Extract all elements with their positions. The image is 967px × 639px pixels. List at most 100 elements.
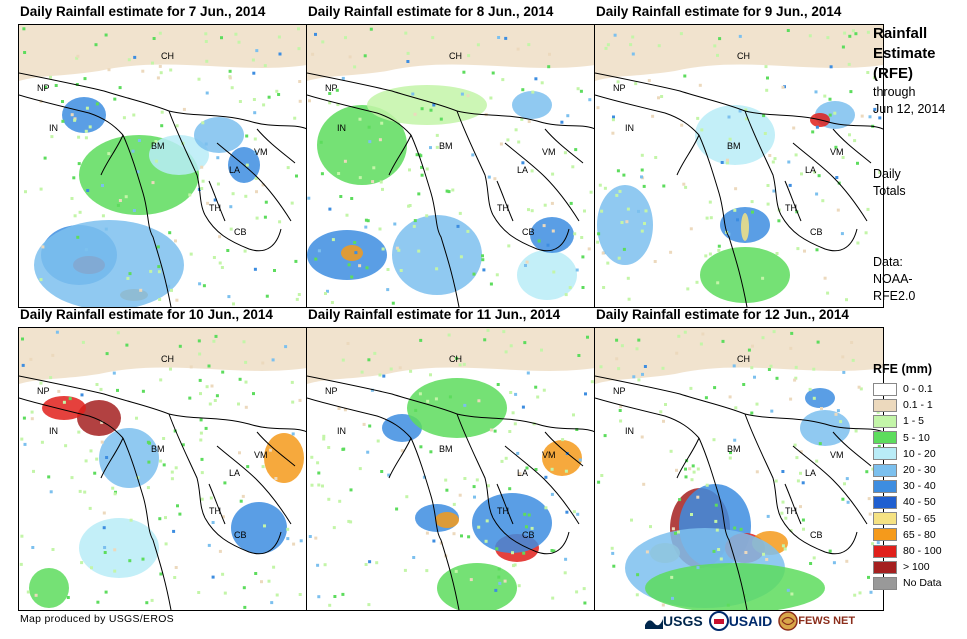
rainfall-pixel <box>397 248 401 252</box>
rainfall-pixel <box>213 198 217 202</box>
rainfall-pixel <box>41 245 45 249</box>
rainfall-pixel <box>211 521 215 524</box>
rainfall-pixel <box>669 449 673 453</box>
rainfall-pixel <box>509 391 513 394</box>
country-label-vm: VM <box>542 450 556 460</box>
rainfall-pixel <box>580 236 584 239</box>
rainfall-pixel <box>291 432 295 436</box>
rainfall-pixel <box>200 457 204 461</box>
rainfall-pixel <box>487 175 491 179</box>
rainfall-pixel <box>319 140 323 144</box>
rainfall-pixel <box>840 232 844 236</box>
rainfall-pixel <box>284 345 288 349</box>
legend-swatch <box>873 495 897 509</box>
rainfall-pixel <box>662 419 665 423</box>
rainfall-pixel <box>713 44 717 48</box>
dry-region <box>307 25 595 81</box>
rainfall-pixel <box>206 201 210 205</box>
country-label-bm: BM <box>727 141 741 151</box>
rainfall-pixel <box>327 497 331 501</box>
rainfall-pixel <box>129 518 133 522</box>
rainfall-pixel <box>626 207 630 211</box>
rainfall-pixel <box>534 385 538 389</box>
rainfall-pixel <box>587 247 591 251</box>
rainfall-pixel <box>366 450 370 454</box>
rainfall-pixel <box>729 451 732 455</box>
rainfall-pixel <box>846 500 850 504</box>
rainfall-pixel <box>61 100 64 103</box>
rainfall-pixel <box>128 559 132 563</box>
rainfall-pixel <box>254 150 258 154</box>
country-label-cb: CB <box>522 530 535 540</box>
rainfall-pixel <box>293 116 297 120</box>
rainfall-pixel <box>617 367 621 371</box>
country-border <box>504 142 580 222</box>
country-border <box>19 94 124 136</box>
rainfall-pixel <box>801 481 805 485</box>
rainfall-pixel <box>116 331 120 335</box>
rainfall-pixel <box>643 222 646 225</box>
rainfall-pixel <box>801 518 805 522</box>
rainfall-pixel <box>860 114 864 118</box>
rainfall-pixel <box>197 77 201 81</box>
legend-swatch <box>873 447 897 461</box>
rainfall-pixel <box>761 336 765 340</box>
rainfall-pixel <box>40 440 44 444</box>
rainfall-pixel <box>828 113 832 117</box>
country-label-cb: CB <box>810 530 823 540</box>
rainfall-pixel <box>772 189 776 193</box>
rainfall-pixel <box>332 526 336 530</box>
rainfall-pixel <box>39 381 43 385</box>
country-label-bm: BM <box>439 141 453 151</box>
rainfall-pixel <box>738 34 742 38</box>
rainfall-pixel <box>170 288 173 292</box>
rainfall-pixel <box>600 209 604 213</box>
side-source-1: NOAA- <box>873 272 913 286</box>
legend-label: 1 - 5 <box>903 415 925 428</box>
rainfall-pixel <box>197 591 201 594</box>
rainfall-pixel <box>333 595 337 598</box>
country-border <box>832 128 872 164</box>
rainfall-pixel <box>156 76 160 80</box>
rainfall-pixel <box>252 392 255 396</box>
rainfall-pixel <box>683 330 687 334</box>
rainfall-pixel <box>550 467 554 471</box>
rainfall-pixel <box>770 409 774 413</box>
rainfall-pixel <box>578 458 582 462</box>
rainfall-pixel <box>696 495 700 499</box>
rainfall-pixel <box>268 448 272 452</box>
rainfall-pixel <box>813 170 817 174</box>
rainfall-area <box>542 440 582 476</box>
rainfall-pixel <box>611 551 615 555</box>
rainfall-pixel <box>733 208 737 212</box>
rainfall-pixel <box>637 338 641 342</box>
rainfall-pixel <box>234 32 238 36</box>
rainfall-pixel <box>826 291 830 295</box>
rainfall-pixel <box>95 102 99 106</box>
country-border <box>784 180 802 222</box>
rainfall-pixel <box>317 595 321 599</box>
rainfall-pixel <box>327 446 331 449</box>
rainfall-area <box>407 378 507 438</box>
rainfall-pixel <box>372 166 376 170</box>
rainfall-pixel <box>508 430 512 433</box>
rainfall-pixel <box>482 268 486 272</box>
rainfall-pixel <box>294 259 298 263</box>
rainfall-pixel <box>354 251 358 255</box>
rainfall-pixel <box>113 548 117 552</box>
rainfall-area <box>149 135 209 175</box>
rainfall-pixel <box>124 195 128 199</box>
rainfall-pixel <box>531 90 535 94</box>
rainfall-pixel <box>420 173 424 177</box>
rainfall-pixel <box>418 392 422 396</box>
rainfall-pixel <box>159 572 163 576</box>
rainfall-pixel <box>358 117 362 121</box>
rainfall-pixel <box>353 65 357 69</box>
rainfall-pixel <box>466 94 470 98</box>
rainfall-pixel <box>721 339 725 343</box>
rainfall-pixel <box>380 470 384 473</box>
rainfall-pixel <box>715 528 719 532</box>
map-canvas: CH NP IN BM LA VM TH CB <box>19 328 307 610</box>
rainfall-pixel <box>867 575 870 579</box>
rainfall-pixel <box>513 422 517 426</box>
